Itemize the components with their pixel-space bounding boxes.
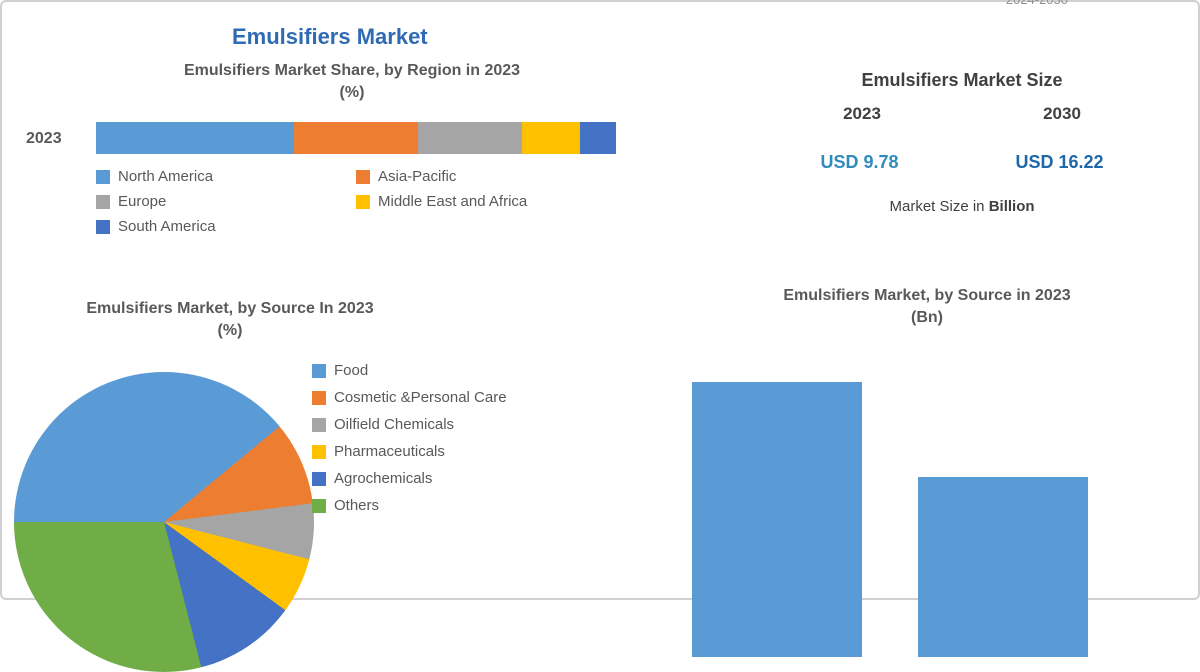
legend-item: Food [312, 362, 592, 379]
legend-item: Pharmaceuticals [312, 443, 592, 460]
bar-row [692, 357, 1162, 657]
legend-label: Agrochemicals [334, 470, 432, 487]
bar [918, 477, 1088, 657]
legend-label: Pharmaceuticals [334, 443, 445, 460]
region-legend: North America Asia-Pacific Europe Middle Ea… [96, 164, 616, 239]
market-size-note: Market Size in Billion [772, 198, 1152, 215]
legend-swatch [312, 391, 326, 405]
region-segment [96, 122, 294, 154]
pie-legend: Food Cosmetic &Personal Care Oilfield Chem… [312, 352, 592, 524]
region-year-label: 2023 [26, 130, 62, 148]
legend-label: South America [118, 218, 216, 235]
legend-item: South America [96, 218, 356, 235]
legend-swatch [312, 418, 326, 432]
infographic-page: 2024-2030 Emulsifiers Market Emulsifiers… [2, 2, 1198, 598]
legend-item: Agrochemicals [312, 470, 592, 487]
legend-label: Food [334, 362, 368, 379]
market-size-val-1: USD 16.22 [1015, 152, 1103, 173]
market-size-note-plain: Market Size in [889, 198, 988, 215]
market-size-title: Emulsifiers Market Size [772, 70, 1152, 91]
market-size-values: USD 9.78 USD 16.22 [762, 152, 1162, 173]
legend-swatch [356, 195, 370, 209]
legend-item: Others [312, 497, 592, 514]
legend-swatch [312, 445, 326, 459]
legend-item: Asia-Pacific [356, 168, 616, 185]
legend-label: Cosmetic &Personal Care [334, 389, 507, 406]
market-size-val-0: USD 9.78 [820, 152, 898, 173]
region-segment [294, 122, 419, 154]
legend-swatch [96, 195, 110, 209]
region-stacked-bar [96, 122, 616, 154]
legend-swatch [312, 364, 326, 378]
forecast-period: 2024-2030 [1006, 0, 1068, 7]
bar-title: Emulsifiers Market, by Source in 2023(Bn… [677, 285, 1177, 328]
legend-item: Oilfield Chemicals [312, 416, 592, 433]
pie-chart [14, 372, 314, 672]
region-segment [522, 122, 579, 154]
region-segment [418, 122, 522, 154]
legend-item: Europe [96, 193, 356, 210]
bar [692, 382, 862, 657]
region-segment [580, 122, 616, 154]
legend-swatch [96, 220, 110, 234]
legend-swatch [312, 472, 326, 486]
legend-swatch [312, 499, 326, 513]
legend-label: North America [118, 168, 213, 185]
pie-title: Emulsifiers Market, by Source In 2023(%) [50, 298, 410, 341]
legend-label: Asia-Pacific [378, 168, 456, 185]
market-size-year-0: 2023 [843, 104, 881, 124]
legend-item: Middle East and Africa [356, 193, 616, 210]
region-share-row: 2023 [26, 122, 616, 162]
legend-swatch [356, 170, 370, 184]
market-size-note-bold: Billion [989, 198, 1035, 215]
market-size-years: 2023 2030 [762, 104, 1162, 124]
legend-swatch [96, 170, 110, 184]
main-title: Emulsifiers Market [232, 24, 428, 50]
legend-label: Europe [118, 193, 166, 210]
pie-wrap [14, 372, 314, 672]
region-share-title: Emulsifiers Market Share, by Region in 2… [102, 60, 602, 103]
legend-item: North America [96, 168, 356, 185]
legend-label: Middle East and Africa [378, 193, 527, 210]
bar-area [692, 357, 1162, 657]
legend-label: Oilfield Chemicals [334, 416, 454, 433]
market-size-year-1: 2030 [1043, 104, 1081, 124]
legend-label: Others [334, 497, 379, 514]
legend-item: Cosmetic &Personal Care [312, 389, 592, 406]
